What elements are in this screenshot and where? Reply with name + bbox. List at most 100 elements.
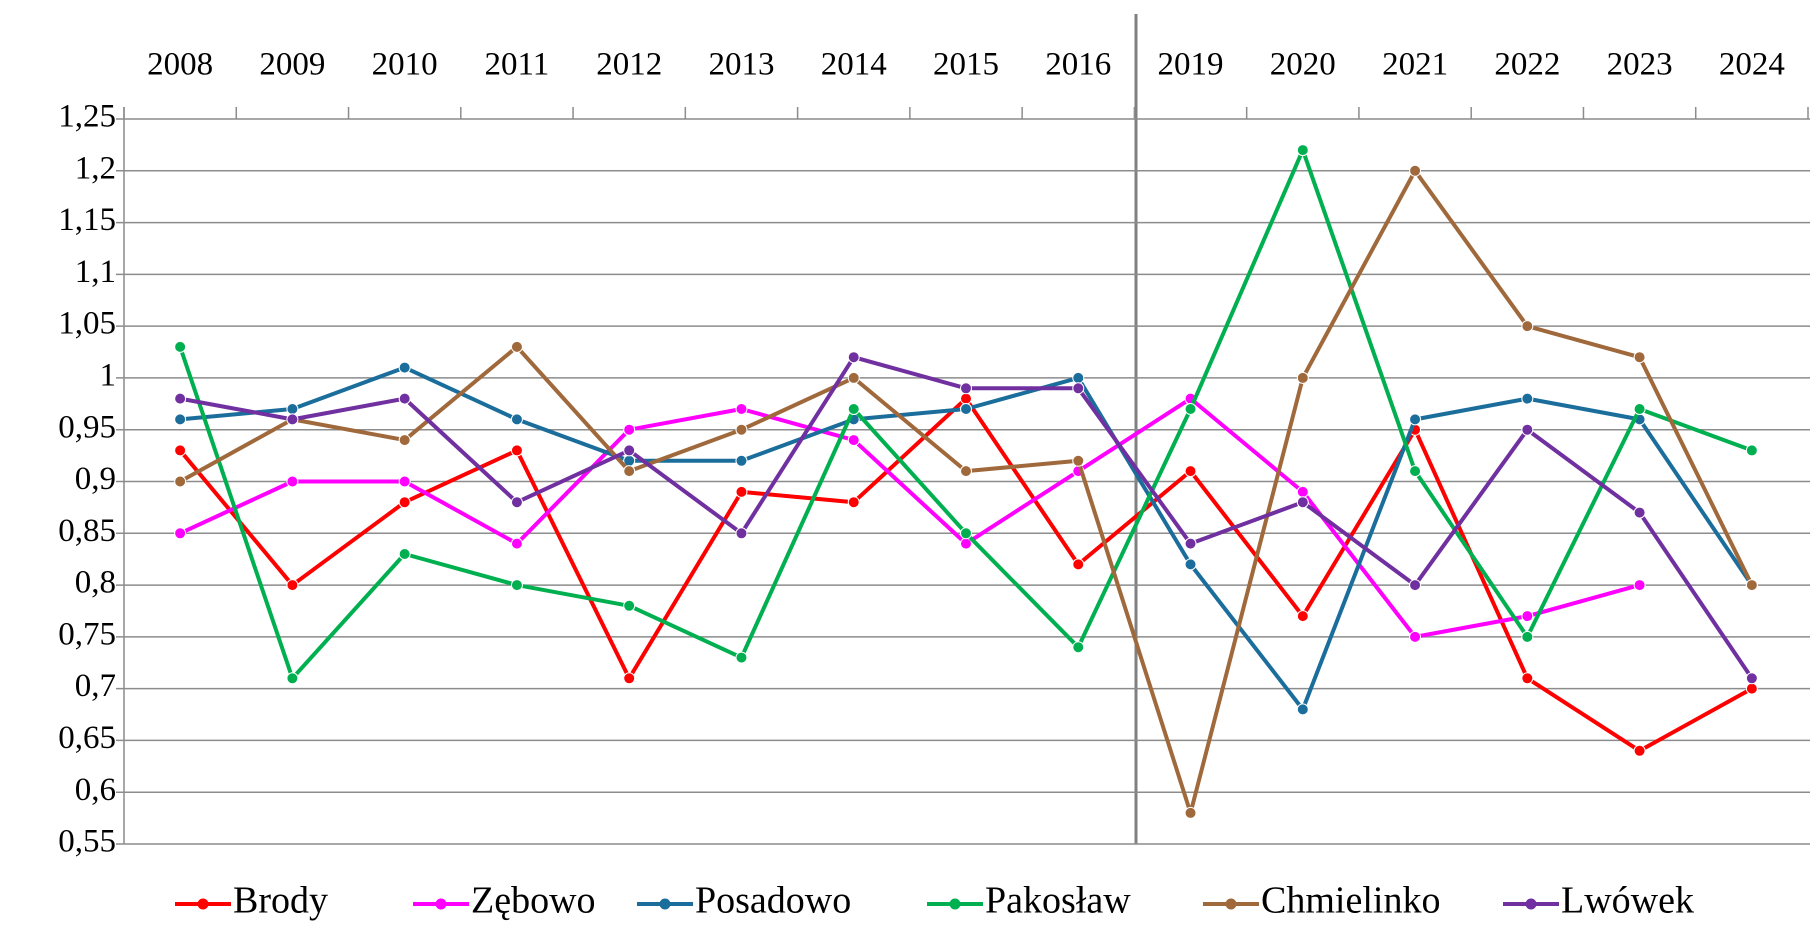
x-tick-label: 2019 <box>1158 47 1224 83</box>
y-tick-label: 0,65 <box>58 720 116 756</box>
data-point <box>174 527 187 540</box>
x-tick-label: 2024 <box>1719 47 1785 83</box>
data-point <box>1521 320 1534 333</box>
data-point <box>286 403 299 415</box>
data-point <box>1184 403 1197 415</box>
data-point <box>1296 496 1309 509</box>
data-point <box>1072 641 1085 654</box>
data-point <box>398 475 411 488</box>
x-tick-label: 2014 <box>821 47 887 83</box>
data-point <box>1072 382 1085 395</box>
data-point <box>398 361 411 374</box>
data-point <box>960 527 972 540</box>
data-point <box>1184 806 1197 819</box>
x-tick-label: 2020 <box>1270 47 1336 83</box>
data-point <box>1184 537 1197 550</box>
x-tick-label: 2023 <box>1607 47 1673 83</box>
data-point <box>1409 413 1422 426</box>
x-tick-label: 2010 <box>372 47 438 83</box>
data-point <box>174 475 187 488</box>
legend-marker <box>197 898 209 910</box>
x-tick-label: 2015 <box>933 47 999 83</box>
data-point <box>510 413 523 426</box>
legend-label: Brody <box>233 880 328 922</box>
legend-label: Lwówek <box>1561 880 1694 922</box>
x-tick-label: 2012 <box>596 47 662 83</box>
data-point <box>1633 744 1646 757</box>
legend-label: Chmielinko <box>1261 880 1440 922</box>
data-point <box>1296 703 1309 716</box>
series-line <box>179 396 1641 639</box>
data-point <box>735 454 748 467</box>
data-point <box>623 444 636 457</box>
y-tick-label: 1,15 <box>58 202 116 238</box>
y-tick-label: 1,05 <box>58 306 116 342</box>
data-point <box>286 579 299 592</box>
y-tick-label: 0,7 <box>75 668 116 704</box>
data-point <box>286 413 299 426</box>
data-point <box>1745 672 1758 685</box>
data-point <box>286 672 299 685</box>
data-point <box>960 403 972 415</box>
x-tick-label: 2011 <box>485 47 550 83</box>
data-point <box>174 392 187 405</box>
y-tick-label: 0,75 <box>58 616 116 652</box>
y-tick-label: 0,95 <box>58 409 116 445</box>
data-point <box>1521 672 1534 685</box>
data-point <box>1633 506 1646 519</box>
data-point <box>1296 371 1309 384</box>
data-point <box>174 340 187 353</box>
data-point <box>398 434 411 447</box>
legend-marker <box>1225 898 1237 910</box>
data-point <box>1521 392 1534 405</box>
data-point <box>623 672 636 685</box>
data-point <box>1184 558 1197 571</box>
data-point <box>1072 454 1085 467</box>
legend-marker <box>435 898 447 910</box>
data-point <box>286 475 299 488</box>
data-point <box>1521 610 1534 623</box>
data-point <box>398 496 411 509</box>
data-point <box>735 527 748 540</box>
legend-label: Posadowo <box>695 880 851 922</box>
data-point <box>960 392 972 405</box>
x-tick-label: 2008 <box>147 47 213 83</box>
data-point <box>847 403 860 415</box>
data-point <box>847 371 860 384</box>
x-tick-label: 2022 <box>1494 47 1560 83</box>
data-point <box>1633 351 1646 364</box>
data-point <box>510 496 523 509</box>
y-tick-label: 0,55 <box>58 824 116 860</box>
data-point <box>623 599 636 612</box>
legend-marker <box>1525 898 1537 910</box>
data-point <box>1072 558 1085 571</box>
data-point <box>174 444 187 457</box>
data-point <box>510 579 523 592</box>
y-tick-label: 0,8 <box>75 565 116 601</box>
data-point <box>1745 444 1758 457</box>
data-point <box>735 651 748 664</box>
data-point <box>1409 579 1422 592</box>
data-point <box>960 465 972 478</box>
data-point <box>398 548 411 560</box>
y-tick-label: 0,9 <box>75 461 116 497</box>
data-point <box>1409 164 1422 177</box>
y-tick-label: 1,2 <box>75 150 116 186</box>
data-point <box>510 340 523 353</box>
data-point <box>1296 144 1309 157</box>
x-tick-label: 2016 <box>1045 47 1111 83</box>
data-point <box>1745 579 1758 592</box>
data-point <box>510 537 523 550</box>
data-point <box>847 351 860 364</box>
data-point <box>1521 630 1534 643</box>
y-tick-label: 0,85 <box>58 513 116 549</box>
data-point <box>847 434 860 447</box>
data-point <box>1409 465 1422 478</box>
y-tick-label: 1 <box>100 358 117 394</box>
legend-marker <box>949 898 961 910</box>
data-point <box>735 423 748 436</box>
x-tick-label: 2013 <box>708 47 774 83</box>
data-point <box>1296 485 1309 498</box>
data-point <box>398 392 411 405</box>
